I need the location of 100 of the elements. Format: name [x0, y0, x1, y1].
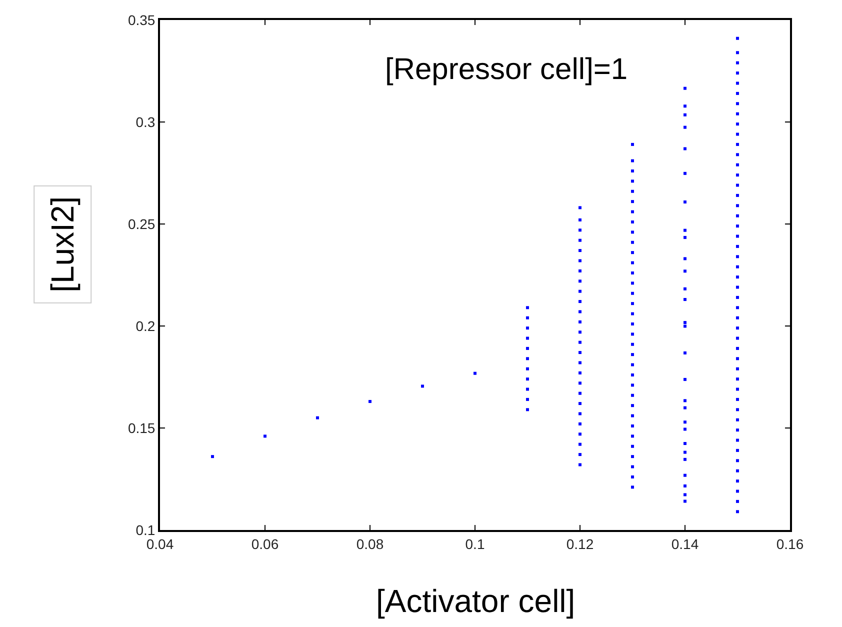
point [684, 500, 686, 503]
point [631, 302, 634, 306]
point [578, 412, 582, 416]
point [578, 290, 582, 293]
point [578, 361, 582, 364]
point [736, 92, 739, 95]
point [631, 142, 634, 146]
point [684, 172, 686, 175]
point [631, 322, 634, 326]
point [736, 510, 739, 514]
point [631, 455, 634, 458]
point [211, 455, 214, 458]
point [736, 276, 739, 279]
point [736, 204, 739, 208]
point [631, 220, 634, 224]
point [631, 312, 634, 316]
point [578, 453, 582, 456]
point [631, 292, 634, 295]
point [631, 475, 634, 478]
point [631, 465, 634, 468]
point [631, 373, 634, 376]
point [736, 418, 739, 422]
point [631, 190, 634, 193]
point [736, 234, 739, 238]
y-tick-label: 0.15 [128, 420, 156, 436]
point [736, 480, 739, 483]
point [684, 458, 686, 461]
point [684, 420, 686, 424]
point [631, 444, 634, 448]
point [631, 394, 634, 397]
point [684, 428, 686, 431]
point [631, 363, 634, 366]
point [684, 298, 686, 301]
point [736, 153, 739, 156]
point [736, 224, 739, 228]
point [684, 270, 686, 273]
point [684, 399, 686, 402]
point [684, 147, 686, 150]
point [368, 400, 372, 403]
point [631, 404, 634, 408]
point [684, 104, 686, 108]
point [736, 408, 739, 412]
y-tick-label: 0.3 [136, 114, 156, 130]
x-tick-label: 0.12 [566, 536, 594, 552]
point [684, 321, 686, 324]
point [684, 378, 686, 381]
point [736, 346, 739, 350]
y-axis-title: [LuxI2] [44, 196, 81, 292]
point [631, 282, 634, 285]
point [578, 330, 582, 334]
x-tick-label: 0.14 [671, 536, 699, 552]
point [684, 257, 686, 260]
point [736, 142, 739, 146]
point [526, 306, 529, 310]
point [736, 306, 739, 310]
point [578, 228, 582, 232]
point [684, 200, 686, 204]
point [684, 236, 686, 239]
point [684, 324, 686, 328]
point [736, 336, 739, 340]
point [736, 174, 739, 177]
point [526, 336, 529, 340]
point [684, 450, 686, 454]
point [684, 86, 686, 90]
point [631, 424, 634, 428]
point [736, 469, 739, 472]
point [736, 448, 739, 452]
point [736, 163, 739, 166]
point [526, 357, 529, 360]
y-tick-label: 0.25 [128, 216, 156, 232]
x-tick-label: 0.08 [356, 536, 384, 552]
point [631, 169, 634, 172]
point [578, 269, 582, 272]
point [736, 194, 739, 197]
point [578, 422, 582, 426]
point [578, 320, 582, 324]
point [684, 442, 686, 445]
point [736, 490, 739, 493]
x-tick-label: 0.06 [251, 536, 279, 552]
point [631, 261, 634, 264]
point [421, 384, 424, 388]
point [736, 438, 739, 442]
point [736, 286, 739, 289]
point [736, 357, 739, 360]
point [631, 342, 634, 346]
point [578, 351, 582, 354]
point [526, 388, 529, 391]
point [736, 244, 739, 248]
point [316, 416, 319, 420]
point [526, 316, 529, 320]
point [736, 122, 739, 126]
point [736, 255, 739, 258]
point [578, 382, 582, 385]
point [684, 287, 686, 290]
point [631, 434, 634, 438]
point [578, 238, 582, 242]
point [736, 51, 739, 54]
point [736, 72, 739, 75]
y-tick-label: 0.2 [136, 318, 156, 334]
point [526, 367, 529, 370]
